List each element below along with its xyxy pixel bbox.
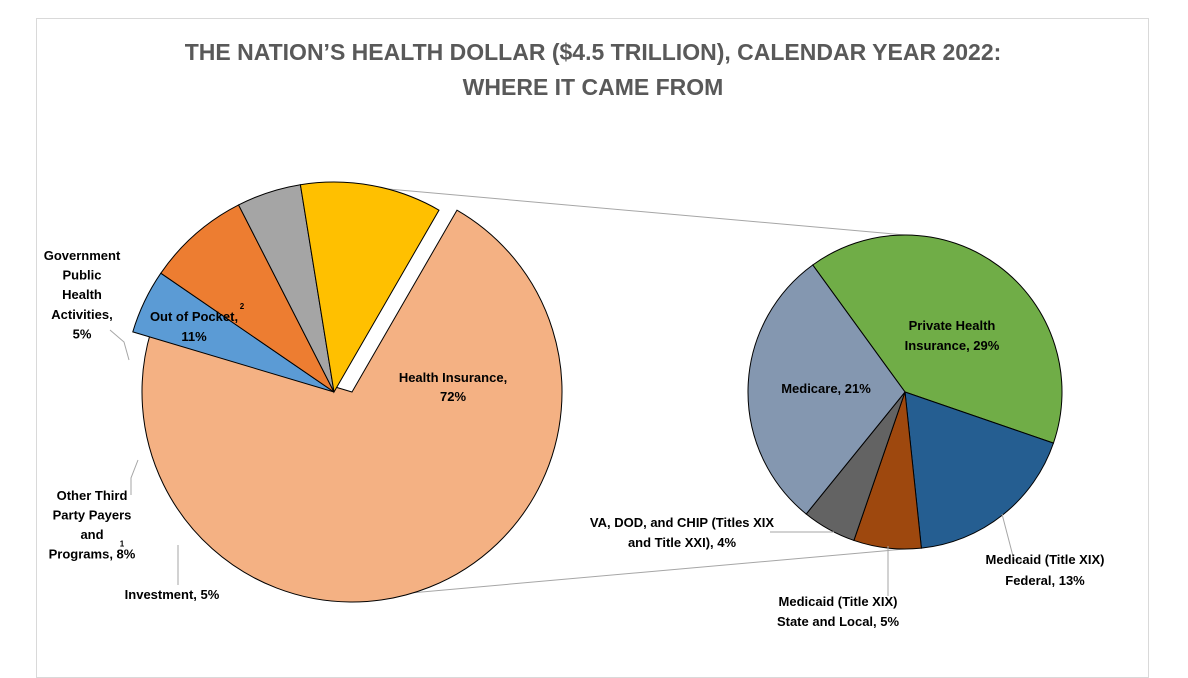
- label-other_third_party-line-2: Party Payers: [53, 508, 132, 523]
- label-medicaid_state-line-1: Medicaid (Title XIX): [779, 594, 898, 609]
- label-private: Private Health Insurance, 29%: [905, 318, 1000, 353]
- secondary-slice-private: [812, 234, 1063, 444]
- label-other_third_party-line-3: and: [80, 527, 103, 542]
- label-gov_public_health-line-5: 5%: [73, 326, 92, 341]
- label-medicare: Medicare, 21%: [781, 381, 871, 396]
- label-out_of_pocket: Out of Pocket, 11%: [150, 309, 238, 344]
- chart-title-line-2: WHERE IT CAME FROM: [463, 74, 724, 100]
- label-va_dod_chip-line-2: and Title XXI), 4%: [628, 535, 737, 550]
- footnote-other_third_party: 1: [120, 540, 125, 549]
- label-health_insurance: Health Insurance, 72%: [399, 370, 507, 404]
- label-medicaid_state-line-2: State and Local, 5%: [777, 614, 900, 629]
- label-va_dod_chip-line-1: VA, DOD, and CHIP (Titles XIX: [590, 515, 775, 530]
- label-other_third_party-line-4: Programs, 8%: [49, 547, 136, 562]
- label-gov_public_health-line-4: Activities,: [51, 307, 112, 322]
- chart-title-line-1: THE NATION’S HEALTH DOLLAR ($4.5 TRILLIO…: [185, 39, 1002, 65]
- pie-of-pie-connectors: [326, 183, 906, 601]
- leader-other-third-party: [130, 459, 139, 495]
- secondary-pie: [747, 234, 1063, 550]
- primary-slice-out_of_pocket: [299, 181, 440, 394]
- label-investment-line-1: Investment, 5%: [125, 587, 220, 602]
- data-labels: Health Insurance, 72% Investment, 5% Other …: [44, 248, 1105, 629]
- secondary-slice-medicare: [747, 264, 906, 515]
- chart-title: THE NATION’S HEALTH DOLLAR ($4.5 TRILLIO…: [185, 39, 1002, 100]
- connector-line-top: [326, 183, 906, 236]
- leader-gov-public-health: [109, 329, 130, 361]
- label-medicaid_federal: Medicaid (Title XIX) Federal, 13%: [986, 552, 1105, 588]
- label-private-line-2: Insurance, 29%: [905, 338, 1000, 353]
- primary-slice-other_third_party: [160, 204, 335, 393]
- label-gov_public_health-line-1: Government: [44, 248, 121, 263]
- label-out_of_pocket-line-1: Out of Pocket,: [150, 309, 238, 324]
- label-medicaid_federal-line-1: Medicaid (Title XIX): [986, 552, 1105, 567]
- connector-line-bottom: [326, 548, 906, 601]
- label-investment: Investment, 5%: [125, 587, 220, 602]
- label-other_third_party-line-1: Other Third: [57, 488, 128, 503]
- label-va_dod_chip: VA, DOD, and CHIP (Titles XIX and Title X…: [590, 515, 775, 550]
- label-private-line-1: Private Health: [909, 318, 996, 333]
- leader-lines: [109, 329, 1022, 596]
- chart-svg: THE NATION’S HEALTH DOLLAR ($4.5 TRILLIO…: [44, 39, 1105, 629]
- leader-medicaid-federal: [1001, 513, 1022, 561]
- label-gov_public_health-line-2: Public: [62, 268, 101, 283]
- footnote-out_of_pocket: 2: [240, 302, 245, 311]
- label-health_insurance-line-2: 72%: [440, 389, 466, 404]
- label-medicaid_federal-line-2: Federal, 13%: [1005, 573, 1085, 588]
- label-health_insurance-line-1: Health Insurance,: [399, 370, 507, 385]
- label-gov_public_health: Government Public Health Activities, 5%: [44, 248, 121, 341]
- label-gov_public_health-line-3: Health: [62, 287, 102, 302]
- label-out_of_pocket-line-2: 11%: [181, 329, 207, 344]
- label-medicaid_state: Medicaid (Title XIX) State and Local, 5%: [777, 594, 900, 629]
- primary-pie: [132, 181, 563, 603]
- label-other_third_party: Other Third Party Payers and Programs, 8%: [49, 488, 136, 562]
- label-medicare-line-1: Medicare, 21%: [781, 381, 871, 396]
- primary-slice-health_insurance: [141, 209, 563, 603]
